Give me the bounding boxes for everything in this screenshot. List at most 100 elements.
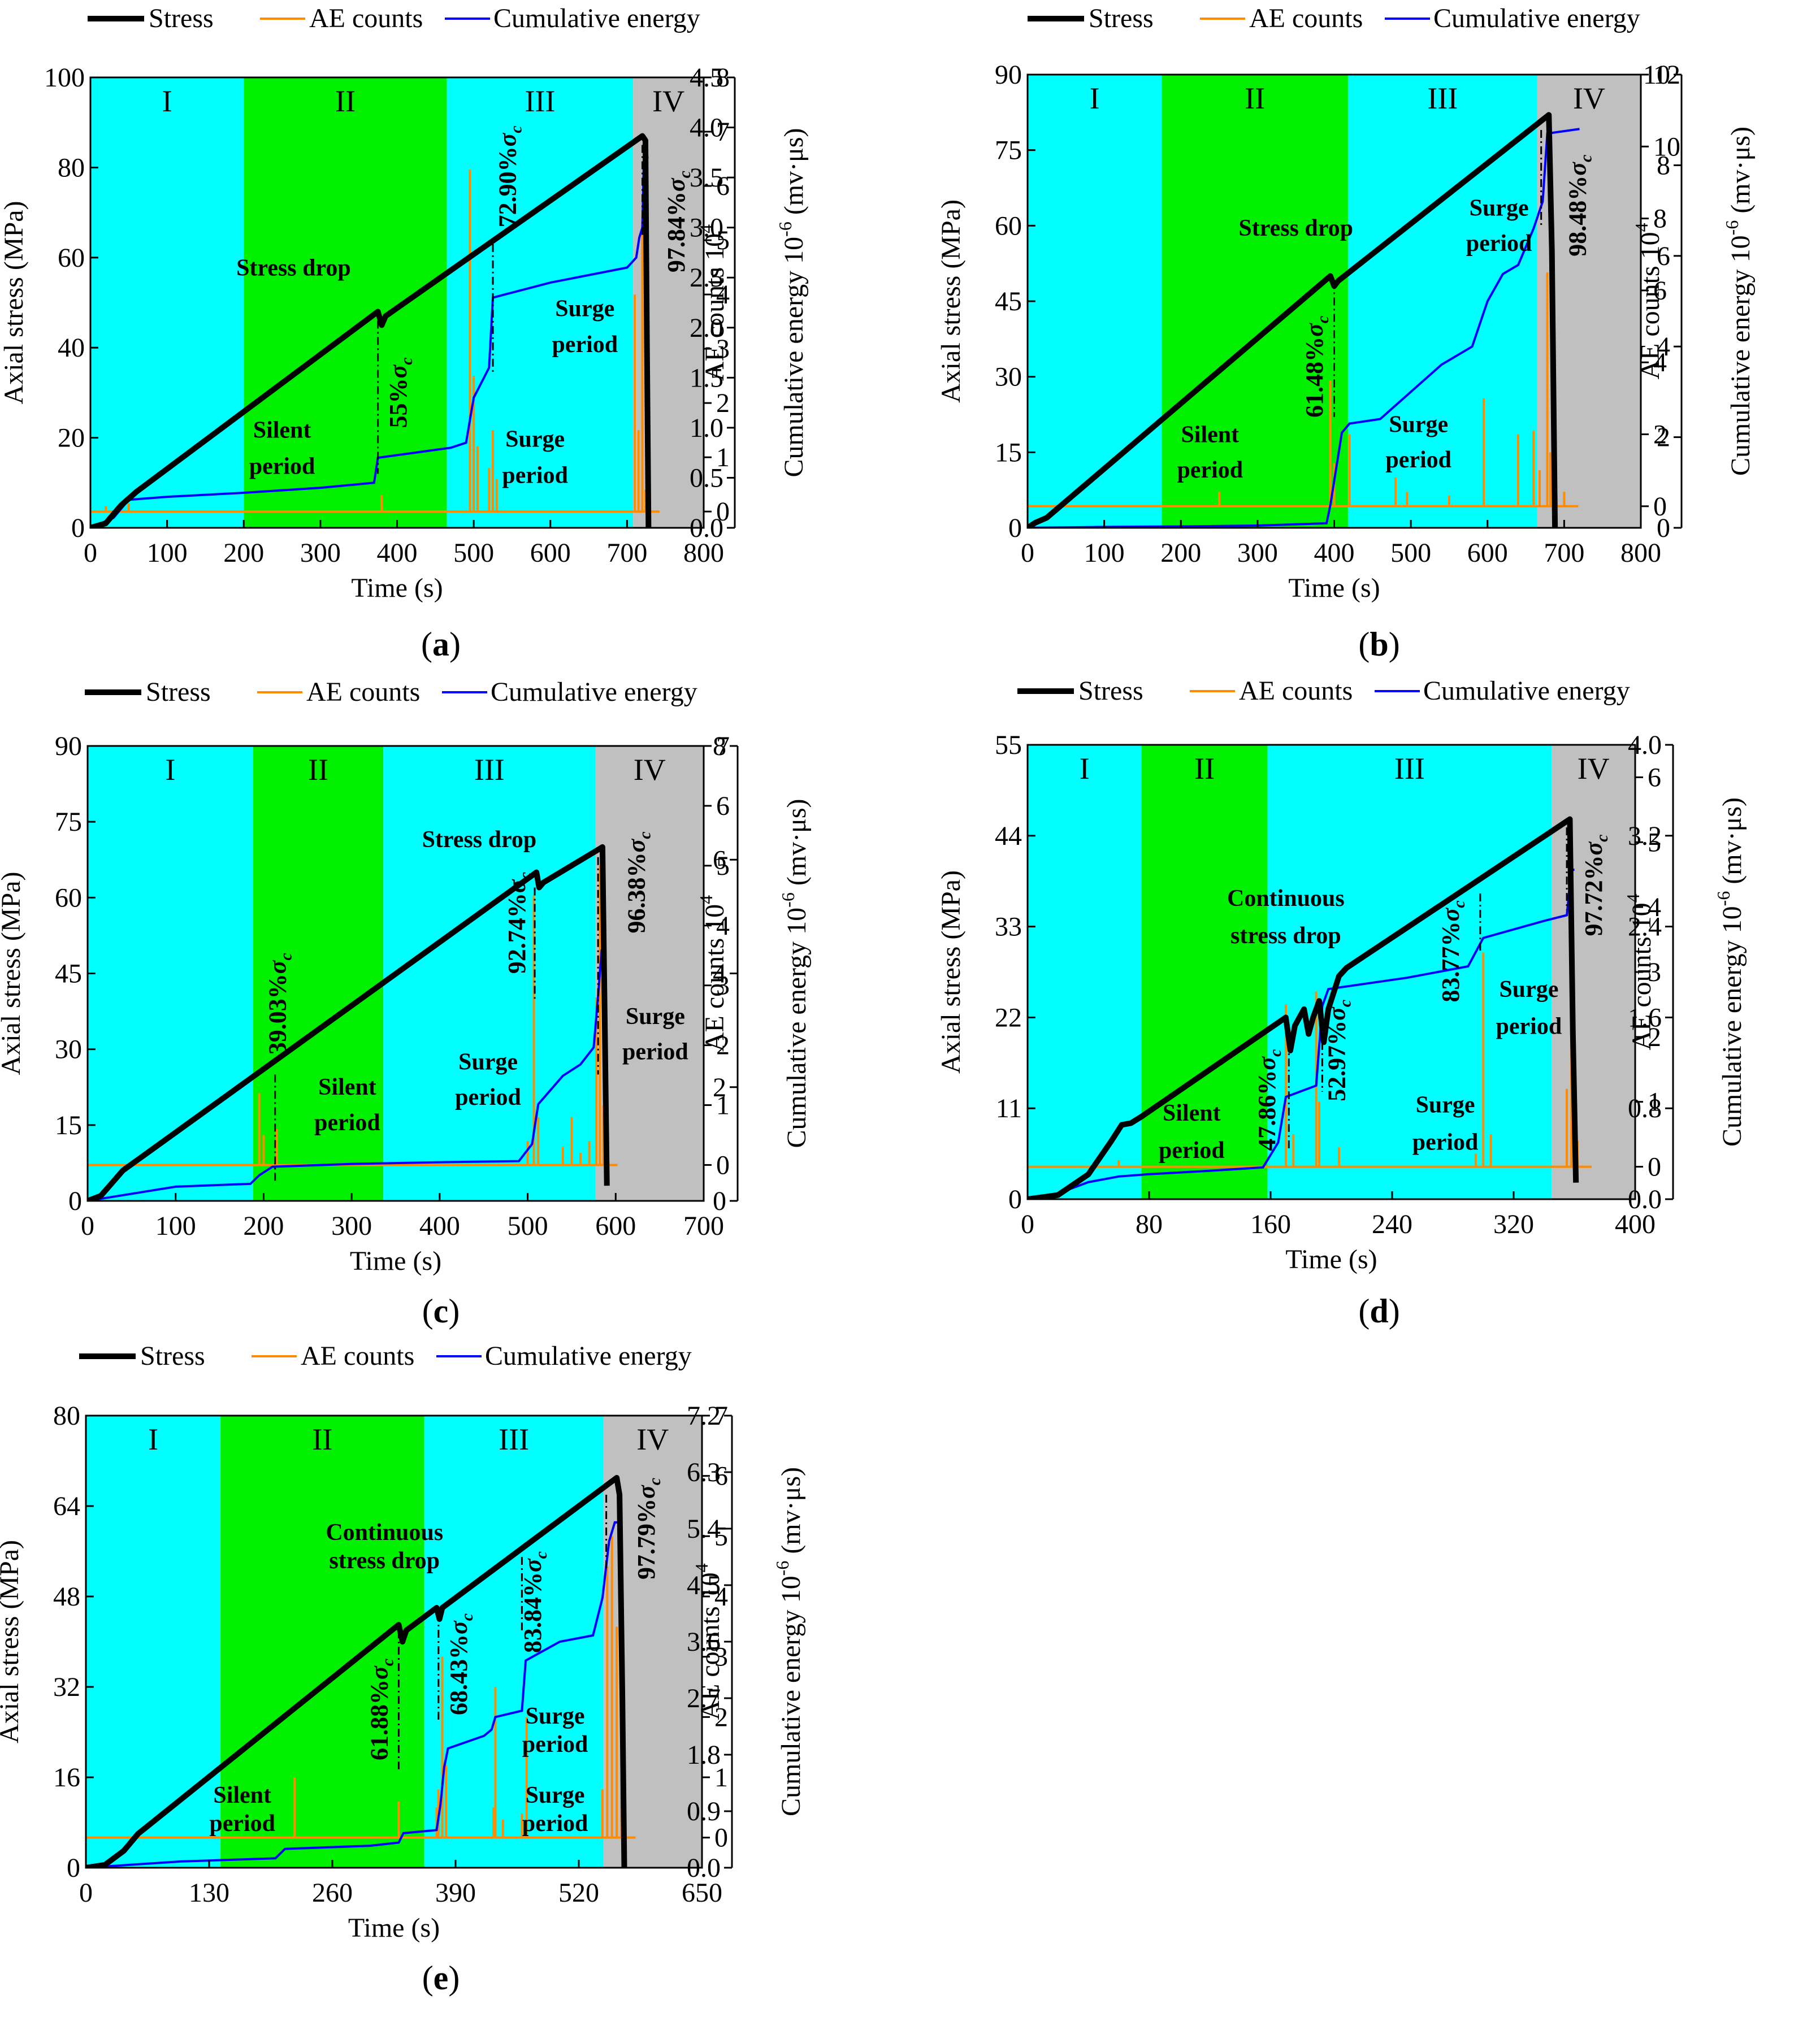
x-tick-label-d-0: 0 bbox=[1021, 1209, 1034, 1239]
stage-label-e-0: I bbox=[148, 1422, 158, 1456]
sigma-sub-d-2: c bbox=[1450, 900, 1468, 908]
x-tick-label-a-2: 200 bbox=[223, 538, 264, 568]
y2-axis-title-d: AE counts 104 bbox=[1623, 893, 1657, 1050]
y2-tick-label-a-0: 0 bbox=[716, 497, 730, 527]
y2-tick-label-a-7: 7 bbox=[716, 117, 730, 147]
marker-value-a-1: 72.90% bbox=[494, 146, 522, 227]
y-tick-label-b-5: 75 bbox=[995, 136, 1022, 166]
y3-tick-label-d-1: 0.8 bbox=[1628, 1094, 1662, 1123]
marker-value-d-3: 97.72% bbox=[1580, 856, 1607, 936]
y3-tick-label-b-3: 6 bbox=[1657, 241, 1670, 271]
x-tick-label-b-3: 300 bbox=[1237, 538, 1278, 568]
y2-axis-title-exp-e: 4 bbox=[691, 1563, 712, 1572]
sigma-sub-a-1: c bbox=[507, 125, 526, 133]
x-tick-label-c-7: 700 bbox=[683, 1211, 724, 1241]
annotation-e-5: period bbox=[522, 1732, 588, 1758]
x-tick-label-b-5: 500 bbox=[1390, 538, 1431, 568]
stage-band-d-0 bbox=[1028, 745, 1142, 1199]
y2-axis-title-base-e: AE counts 10 bbox=[695, 1572, 725, 1720]
stage-label-b-0: I bbox=[1090, 81, 1100, 115]
annotation-e-2: Silent bbox=[213, 1782, 271, 1808]
y3-tick-label-b-5: 10 bbox=[1643, 60, 1670, 90]
caption-open-c: ( bbox=[422, 1292, 434, 1330]
caption-close-e: ) bbox=[448, 1959, 460, 1997]
annotation-d-6: Surge bbox=[1499, 977, 1558, 1003]
marker-value-e-3: 97.79% bbox=[632, 1499, 660, 1580]
marker-value-a-0: 55% bbox=[384, 378, 412, 428]
legend-label-ae-a: AE counts bbox=[309, 3, 423, 33]
annotation-a-5: Surge bbox=[555, 296, 614, 322]
y-axis-title-a: Axial stress (MPa) bbox=[0, 201, 29, 405]
marker-label-a-1: 72.90%σc bbox=[494, 125, 526, 227]
sigma-c-d-1: σ bbox=[1323, 1006, 1351, 1021]
sigma-c-c-0: σ bbox=[263, 960, 291, 974]
y3-tick-label-b-4: 8 bbox=[1657, 150, 1670, 180]
y3-tick-label-a-2: 1.0 bbox=[690, 413, 723, 443]
x-tick-label-a-1: 100 bbox=[147, 538, 188, 568]
y3-tick-label-d-4: 3.2 bbox=[1628, 821, 1662, 851]
legend-label-ae-e: AE counts bbox=[301, 1341, 414, 1371]
y2-tick-label-d-1: 1 bbox=[1648, 1087, 1661, 1117]
legend-label-energy-e: Cumulative energy bbox=[485, 1341, 692, 1371]
x-axis-title-d: Time (s) bbox=[1285, 1244, 1377, 1274]
y2-tick-label-d-2: 2 bbox=[1648, 1022, 1661, 1052]
marker-label-c-2: 96.38%σc bbox=[623, 831, 655, 933]
marker-label-d-1: 52.97%σc bbox=[1323, 1000, 1355, 1101]
x-tick-label-a-8: 800 bbox=[683, 538, 724, 568]
sigma-c-b-1: σ bbox=[1563, 162, 1591, 176]
y-tick-label-b-6: 90 bbox=[995, 60, 1022, 90]
y2-tick-label-c-7: 7 bbox=[716, 731, 730, 761]
y-tick-label-d-4: 44 bbox=[995, 821, 1022, 851]
annotation-a-4: period bbox=[502, 462, 568, 488]
caption-open-b: ( bbox=[1358, 626, 1370, 663]
sigma-sub-b-0: c bbox=[1314, 316, 1332, 323]
marker-label-d-3: 97.72%σc bbox=[1580, 834, 1611, 936]
y3-axis-title-exp-a: -6 bbox=[775, 222, 795, 237]
legend-label-ae-c: AE counts bbox=[306, 677, 420, 707]
x-tick-label-c-6: 600 bbox=[595, 1211, 636, 1241]
annotation-d-4: Surge bbox=[1416, 1092, 1475, 1118]
panel-caption-b: (b) bbox=[1358, 626, 1399, 663]
stage-label-d-3: IV bbox=[1578, 752, 1610, 786]
sigma-c-e-2: σ bbox=[519, 1558, 547, 1572]
sigma-c-e-3: σ bbox=[632, 1485, 660, 1499]
marker-label-a-0: 55%σc bbox=[384, 357, 416, 428]
y2-tick-label-b-3: 6 bbox=[1653, 276, 1667, 306]
energy-line-d bbox=[1028, 869, 1575, 1199]
y-tick-label-c-0: 0 bbox=[68, 1186, 82, 1216]
y3-tick-label-a-8: 4.0 bbox=[690, 113, 723, 143]
x-tick-label-e-4: 520 bbox=[558, 1878, 599, 1908]
annotation-e-1: stress drop bbox=[329, 1548, 440, 1574]
stage-band-c-3 bbox=[595, 746, 704, 1201]
legend-label-energy-d: Cumulative energy bbox=[1423, 676, 1630, 706]
marker-label-d-0: 47.86%σc bbox=[1253, 1049, 1285, 1151]
y2-tick-label-d-0: 0 bbox=[1648, 1152, 1661, 1182]
annotation-e-7: period bbox=[522, 1811, 588, 1837]
stage-label-b-1: II bbox=[1245, 81, 1265, 115]
legend-e: Stress AE counts Cumulative energy bbox=[79, 1341, 692, 1371]
legend-label-stress-c: Stress bbox=[146, 677, 211, 707]
annotation-b-5: Surge bbox=[1470, 196, 1529, 222]
sigma-c-a-1: σ bbox=[494, 132, 522, 146]
legend-label-ae-b: AE counts bbox=[1249, 3, 1363, 33]
sigma-c-d-0: σ bbox=[1253, 1056, 1281, 1070]
y3-tick-label-c-2: 4 bbox=[713, 959, 726, 989]
stage-label-a-3: IV bbox=[652, 84, 684, 118]
x-tick-label-a-6: 600 bbox=[530, 538, 571, 568]
y2-tick-label-c-6: 6 bbox=[716, 791, 730, 821]
stress-line-d bbox=[1028, 816, 1579, 1199]
y2-tick-label-d-3: 3 bbox=[1648, 957, 1661, 987]
x-tick-label-c-3: 300 bbox=[331, 1211, 372, 1241]
stage-band-e-1 bbox=[220, 1416, 424, 1868]
y-tick-label-c-5: 75 bbox=[55, 807, 82, 837]
y-tick-label-b-4: 60 bbox=[995, 211, 1022, 241]
marker-label-e-1: 68.43%σc bbox=[445, 1613, 476, 1715]
stage-label-e-2: III bbox=[499, 1422, 529, 1456]
y2-axis-title-b: AE counts 104 bbox=[1631, 223, 1665, 379]
y-tick-label-e-1: 16 bbox=[53, 1763, 80, 1793]
y-tick-label-d-5: 55 bbox=[995, 730, 1022, 760]
sigma-c-e-0: σ bbox=[365, 1665, 393, 1680]
annotation-c-5: Surge bbox=[626, 1004, 685, 1030]
